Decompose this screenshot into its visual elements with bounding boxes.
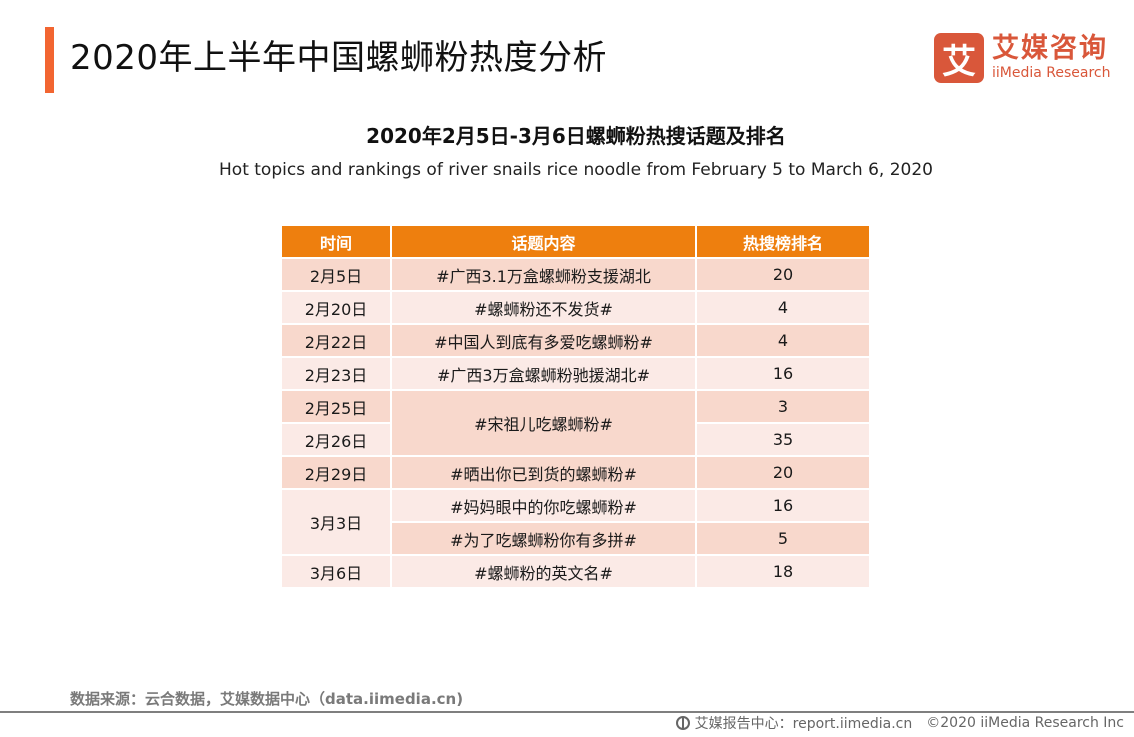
cell-rank: 4: [695, 290, 871, 325]
title-accent-bar: [45, 27, 54, 93]
cell-date-merged: 3月3日: [280, 488, 392, 556]
cell-topic: #广西3.1万盒螺蛳粉支援湖北: [390, 257, 697, 292]
cell-date: 2月23日: [280, 356, 392, 391]
column-header-topic: 话题内容: [390, 224, 697, 259]
cell-rank: 35: [695, 422, 871, 457]
data-source-note: 数据来源：云合数据，艾媒数据中心（data.iimedia.cn): [70, 690, 464, 708]
cell-date: 2月20日: [280, 290, 392, 325]
cell-topic-merged: #宋祖儿吃螺蛳粉#: [390, 389, 697, 457]
cell-rank: 3: [695, 389, 871, 424]
table-row: 3月6日 #螺蛳粉的英文名# 18: [280, 554, 871, 589]
globe-icon: [675, 716, 690, 730]
column-header-date: 时间: [280, 224, 392, 259]
cell-rank: 16: [695, 488, 871, 523]
footer-credits: 艾媒报告中心：report.iimedia.cn ©2020 iiMedia R…: [675, 713, 1124, 733]
cell-topic: #为了吃螺蛳粉你有多拼#: [390, 521, 697, 556]
table-title-cn: 2020年2月5日-3月6日螺蛳粉热搜话题及排名: [366, 124, 786, 148]
table-row: 2月23日 #广西3万盒螺蛳粉驰援湖北# 16: [280, 356, 871, 391]
logo-mark-icon: 艾: [934, 33, 984, 83]
cell-topic: #螺蛳粉还不发货#: [390, 290, 697, 325]
table-row: #为了吃螺蛳粉你有多拼# 5: [281, 521, 871, 556]
cell-topic: #中国人到底有多爱吃螺蛳粉#: [390, 323, 697, 358]
table-row: 2月20日 #螺蛳粉还不发货# 4: [280, 290, 871, 325]
copyright-text: ©2020 iiMedia Research Inc: [926, 715, 1124, 731]
cell-date: 3月6日: [280, 554, 392, 589]
logo-name-en: iiMedia Research: [992, 65, 1111, 81]
cell-date: 2月25日: [280, 389, 392, 424]
cell-topic: #晒出你已到货的螺蛳粉#: [390, 455, 697, 490]
cell-date: 2月29日: [280, 455, 392, 490]
column-header-rank: 热搜榜排名: [695, 224, 871, 259]
report-center-link[interactable]: 艾媒报告中心：report.iimedia.cn: [694, 716, 913, 732]
cell-rank: 20: [695, 257, 871, 292]
cell-rank: 4: [695, 323, 871, 358]
table-row: 2月29日 #晒出你已到货的螺蛳粉# 20: [280, 455, 871, 490]
cell-date: 2月26日: [280, 422, 392, 457]
cell-rank: 5: [695, 521, 871, 556]
table-row: 3月3日 #妈妈眼中的你吃螺蛳粉# 16: [280, 488, 871, 556]
logo-name-cn: 艾媒咨询: [992, 33, 1108, 64]
cell-topic: #妈妈眼中的你吃螺蛳粉#: [390, 488, 697, 523]
footer-divider: [0, 711, 1134, 713]
cell-topic: #螺蛳粉的英文名#: [390, 554, 697, 589]
table-row: 2月22日 #中国人到底有多爱吃螺蛳粉# 4: [280, 323, 871, 358]
page-title: 2020年上半年中国螺蛳粉热度分析: [70, 38, 608, 78]
table-row: 2月5日 #广西3.1万盒螺蛳粉支援湖北 20: [280, 257, 871, 292]
cell-rank: 16: [695, 356, 871, 391]
table-row: 2月25日 #宋祖儿吃螺蛳粉# 3: [280, 389, 871, 457]
table-header-row: 时间 话题内容 热搜榜排名: [280, 224, 871, 259]
hot-topics-table: 时间 话题内容 热搜榜排名 2月5日 #广西3.1万盒螺蛳粉支援湖北 20 2月…: [280, 224, 871, 589]
cell-rank: 18: [695, 554, 871, 589]
table-title-en: Hot topics and rankings of river snails …: [219, 160, 933, 180]
cell-topic: #广西3万盒螺蛳粉驰援湖北#: [390, 356, 697, 391]
cell-date: 2月22日: [280, 323, 392, 358]
cell-date: 2月5日: [280, 257, 392, 292]
cell-rank: 20: [695, 455, 871, 490]
iimedia-logo: 艾 艾媒咨询 iiMedia Research: [934, 32, 1111, 84]
